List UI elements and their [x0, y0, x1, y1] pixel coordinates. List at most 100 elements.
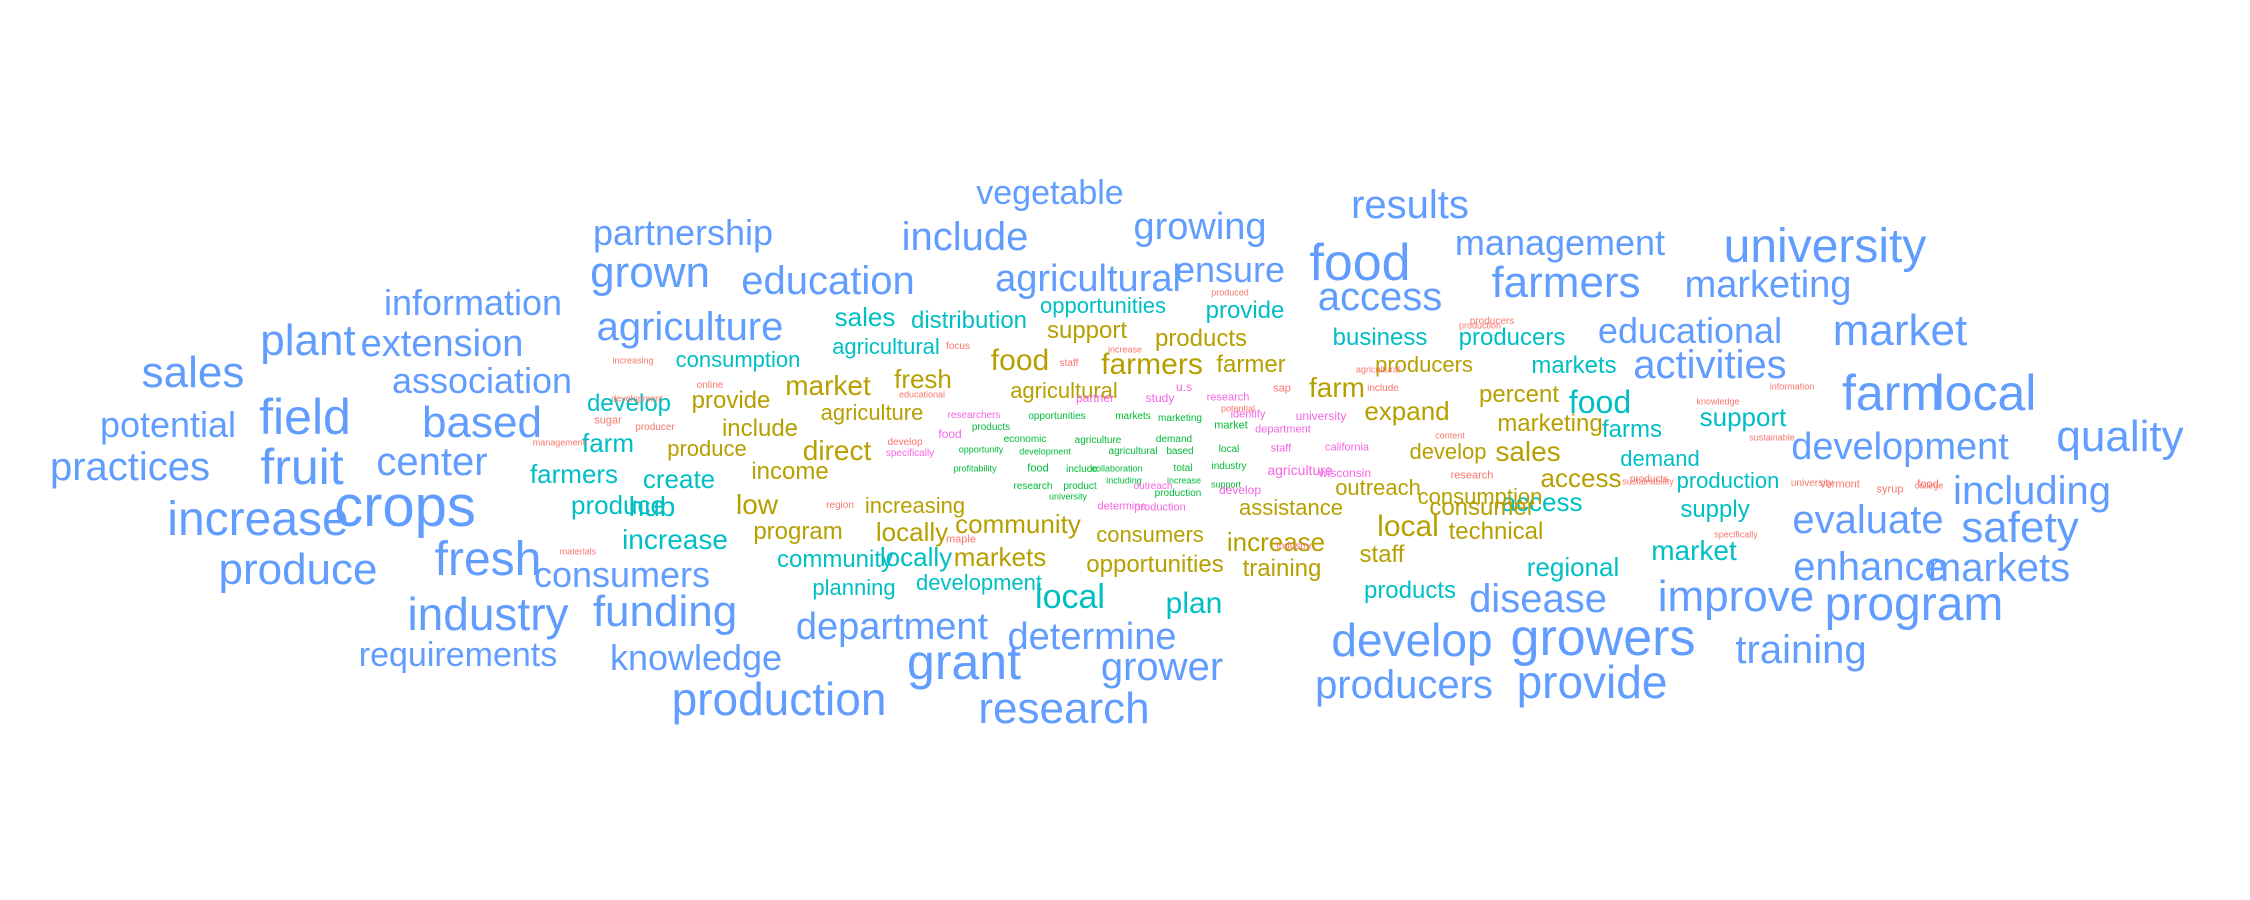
word-magenta-identify: identify: [1230, 408, 1266, 421]
word-teal-agricultural: agricultural: [832, 334, 940, 359]
word-blue-industry: industry: [407, 588, 569, 640]
word-red-sustainability: sustainability: [1622, 476, 1674, 487]
word-green-include: include: [1066, 464, 1098, 475]
word-blue-requirements: requirements: [358, 636, 558, 674]
word-red-food: food: [1917, 478, 1939, 491]
word-teal-increase: increase: [622, 524, 728, 555]
word-blue-safety: safety: [1961, 503, 2079, 552]
word-teal-regional: regional: [1526, 552, 1620, 582]
word-teal-demand: demand: [1620, 446, 1700, 471]
word-red-potential: potential: [1220, 403, 1256, 414]
word-teal-distribution: distribution: [910, 307, 1028, 334]
word-blue-educational: educational: [1597, 310, 1783, 351]
word-olive-outreach: outreach: [1335, 475, 1421, 500]
word-teal-producers: producers: [1458, 324, 1566, 351]
word-olive-expand: expand: [1364, 396, 1450, 426]
word-olive-direct: direct: [802, 435, 872, 466]
word-blue-markets: markets: [1927, 546, 2071, 590]
word-red-information: information: [1769, 381, 1815, 392]
word-green-support: support: [1210, 479, 1242, 490]
word-green-including: including: [1106, 475, 1142, 486]
word-olive-local: local: [1377, 510, 1439, 543]
word-olive-income: income: [751, 458, 829, 485]
word-magenta-partner: partner: [1075, 391, 1115, 405]
word-blue-management: management: [1454, 222, 1666, 263]
word-red-focus: focus: [946, 341, 970, 352]
word-teal-provide: provide: [1205, 297, 1285, 324]
word-green-agriculture: agriculture: [1074, 435, 1122, 446]
word-teal-create: create: [642, 464, 716, 494]
word-magenta-researchers: researchers: [947, 410, 1001, 421]
word-green-demand: demand: [1155, 434, 1193, 445]
word-blue-market: market: [1832, 306, 1968, 355]
word-olive-community: community: [955, 509, 1081, 539]
word-red-producer: producer: [635, 422, 675, 433]
word-magenta-university: university: [1295, 409, 1347, 423]
word-blue-enhance: enhance: [1793, 545, 1947, 589]
word-blue-activities: activities: [1633, 343, 1787, 387]
word-teal-supply: supply: [1680, 496, 1750, 523]
word-olive-low: low: [735, 489, 779, 520]
word-red-include: include: [1367, 383, 1399, 394]
word-olive-assistance: assistance: [1239, 495, 1343, 520]
word-olive-training: training: [1242, 555, 1322, 582]
word-red-producers: producers: [1469, 316, 1515, 327]
word-olive-program: program: [753, 518, 843, 545]
word-olive-farmers: farmers: [1101, 348, 1203, 381]
word-olive-markets: markets: [953, 542, 1047, 572]
word-green-product: product: [1063, 481, 1097, 492]
word-red-sap: sap: [1273, 382, 1291, 395]
word-green-local: local: [1218, 444, 1240, 455]
word-red-sustainable: sustainable: [1749, 432, 1795, 443]
word-magenta-production: production: [1134, 501, 1186, 514]
word-blue-based: based: [422, 398, 542, 447]
word-olive-increase: increase: [1226, 527, 1326, 557]
word-blue-vegetable: vegetable: [976, 174, 1124, 212]
word-blue-program: program: [1824, 578, 2004, 631]
word-olive-locally: locally: [875, 517, 949, 547]
word-olive-increasing: increasing: [864, 493, 966, 518]
word-blue-farm: farm: [1842, 365, 1942, 421]
word-red-products: products: [1629, 474, 1669, 485]
word-red-region: region: [826, 500, 854, 511]
word-red-develop: develop: [887, 437, 923, 448]
word-blue-plant: plant: [260, 316, 356, 365]
word-blue-improve: improve: [1657, 572, 1815, 621]
word-blue-farmers: farmers: [1491, 258, 1641, 307]
word-magenta-department: department: [1255, 423, 1311, 436]
word-blue-increase: increase: [167, 493, 349, 546]
word-olive-percent: percent: [1478, 381, 1560, 408]
word-green-products: products: [971, 422, 1011, 433]
word-blue-produce: produce: [218, 545, 378, 594]
word-green-markets: markets: [1115, 411, 1151, 422]
word-green-industry: industry: [1211, 461, 1247, 472]
word-olive-food: food: [990, 344, 1050, 377]
word-red-sugar: sugar: [594, 414, 622, 427]
word-red-online: online: [696, 380, 724, 391]
word-teal-farm: farm: [582, 428, 634, 458]
word-teal-consumption: consumption: [675, 347, 801, 372]
word-blue-grant: grant: [907, 634, 1021, 690]
word-green-food: food: [1027, 462, 1049, 475]
word-green-based: based: [1166, 446, 1194, 457]
word-magenta-agriculture: agriculture: [1267, 462, 1333, 478]
word-olive-produce: produce: [667, 436, 747, 461]
word-olive-technical: technical: [1448, 518, 1544, 545]
word-teal-access: access: [1501, 487, 1583, 517]
word-blue-center: center: [376, 440, 488, 484]
word-blue-education: education: [741, 259, 915, 303]
word-red-materials: materials: [559, 546, 597, 557]
word-olive-agriculture: agriculture: [820, 400, 924, 425]
word-blue-determine: determine: [1007, 616, 1177, 658]
word-red-knowledge: knowledge: [1696, 396, 1740, 407]
word-teal-locally: locally: [879, 542, 953, 572]
word-olive-agricultural: agricultural: [1010, 378, 1118, 403]
word-blue-crops: crops: [334, 474, 476, 539]
word-blue-extension: extension: [360, 323, 524, 365]
word-blue-grown: grown: [590, 248, 710, 297]
word-blue-training: training: [1735, 628, 1867, 672]
word-blue-food: food: [1309, 234, 1411, 292]
word-blue-association: association: [391, 360, 573, 401]
word-red-management: management: [532, 437, 586, 448]
